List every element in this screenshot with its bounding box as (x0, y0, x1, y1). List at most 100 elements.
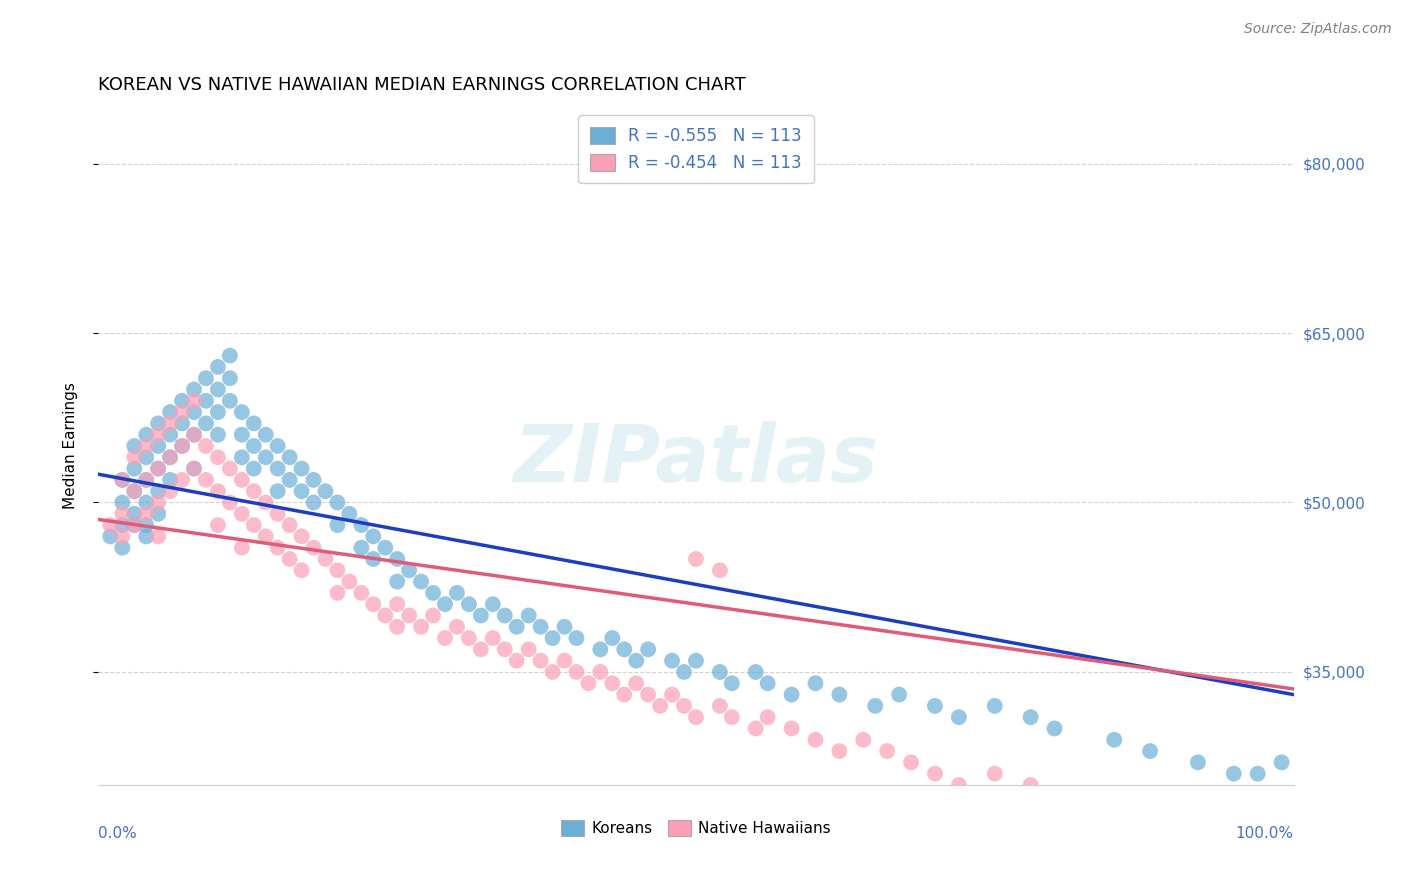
Point (1043, 789, 1066, 804)
Point (458, 597, 481, 611)
Point (434, 597, 457, 611)
Point (385, 597, 409, 611)
Point (172, 393, 194, 408)
Point (254, 427, 277, 442)
Point (385, 620, 409, 634)
Point (530, 620, 553, 634)
Point (1139, 744, 1161, 758)
Point (159, 473, 181, 487)
Point (207, 450, 229, 465)
Point (422, 586, 444, 600)
Point (1104, 789, 1126, 804)
Point (111, 541, 134, 555)
Point (124, 484, 146, 499)
Point (385, 552, 409, 566)
Point (124, 461, 146, 475)
Point (1271, 756, 1294, 770)
Point (661, 654, 683, 668)
Point (709, 698, 731, 713)
Point (1139, 800, 1161, 814)
Point (852, 732, 875, 747)
Point (1104, 732, 1126, 747)
Point (267, 507, 290, 521)
Point (148, 461, 170, 475)
Point (626, 654, 648, 668)
Point (924, 698, 946, 713)
Point (172, 405, 194, 419)
Point (207, 427, 229, 442)
Point (291, 484, 314, 499)
Point (470, 608, 492, 623)
Point (1223, 766, 1246, 780)
Point (135, 473, 157, 487)
Y-axis label: Median Earnings: Median Earnings (63, 383, 77, 509)
Text: Source: ZipAtlas.com: Source: ZipAtlas.com (1244, 22, 1392, 37)
Point (148, 484, 170, 499)
Point (745, 722, 768, 736)
Point (172, 439, 194, 453)
Point (374, 608, 396, 623)
Point (111, 495, 134, 509)
Point (756, 710, 779, 724)
Point (637, 642, 659, 657)
Point (148, 495, 170, 509)
Point (98, 518, 122, 533)
Point (685, 654, 707, 668)
Point (183, 461, 205, 475)
Point (243, 484, 266, 499)
Point (422, 608, 444, 623)
Point (948, 710, 970, 724)
Point (219, 393, 242, 408)
Point (231, 507, 253, 521)
Point (195, 473, 218, 487)
Point (565, 665, 588, 679)
Point (411, 620, 433, 634)
Text: 0.0%: 0.0% (98, 826, 138, 840)
Point (315, 552, 337, 566)
Point (124, 518, 146, 533)
Point (924, 766, 946, 780)
Point (721, 676, 744, 690)
Point (350, 586, 373, 600)
Point (1199, 823, 1222, 838)
Point (865, 698, 887, 713)
Point (111, 473, 134, 487)
Point (661, 688, 683, 702)
Text: ZIPatlas: ZIPatlas (513, 420, 879, 499)
Point (124, 450, 146, 465)
Point (613, 688, 636, 702)
Point (804, 676, 827, 690)
Point (446, 586, 468, 600)
Point (267, 541, 290, 555)
Point (291, 563, 314, 577)
Point (302, 473, 325, 487)
Point (721, 710, 744, 724)
Point (231, 450, 253, 465)
Point (148, 417, 170, 431)
Point (219, 495, 242, 509)
Point (135, 439, 157, 453)
Point (339, 507, 361, 521)
Point (183, 427, 205, 442)
Point (254, 529, 277, 543)
Point (207, 359, 229, 374)
Point (756, 676, 779, 690)
Point (1223, 812, 1246, 826)
Point (278, 450, 301, 465)
Text: 100.0%: 100.0% (1236, 826, 1294, 840)
Point (470, 642, 492, 657)
Point (172, 473, 194, 487)
Point (111, 518, 134, 533)
Point (159, 427, 181, 442)
Point (159, 484, 181, 499)
Point (148, 529, 170, 543)
Point (231, 473, 253, 487)
Point (602, 631, 624, 645)
Point (148, 427, 170, 442)
Point (315, 484, 337, 499)
Point (554, 654, 576, 668)
Point (589, 642, 612, 657)
Point (1271, 834, 1294, 848)
Point (231, 541, 253, 555)
Point (1163, 812, 1185, 826)
